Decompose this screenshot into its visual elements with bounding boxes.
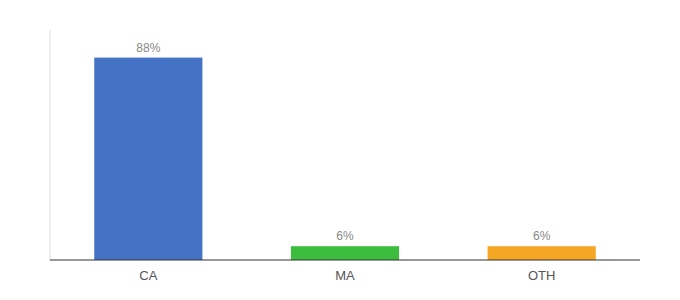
x-tick-label: OTH: [528, 268, 555, 283]
data-label: 6%: [336, 229, 354, 243]
bars: [94, 58, 596, 260]
bar: [488, 246, 596, 260]
x-axis-line: [50, 260, 640, 261]
bar: [291, 246, 399, 260]
data-label: 88%: [136, 41, 160, 55]
x-tick-label: CA: [139, 268, 157, 283]
chart-svg: 88% 6% 6% CA MA OTH: [0, 0, 680, 300]
chart-container: 88% 6% 6% CA MA OTH: [0, 0, 680, 300]
x-tick-label: MA: [335, 268, 355, 283]
y-axis-line: [50, 30, 51, 260]
data-label: 6%: [533, 229, 551, 243]
bar: [94, 58, 202, 260]
